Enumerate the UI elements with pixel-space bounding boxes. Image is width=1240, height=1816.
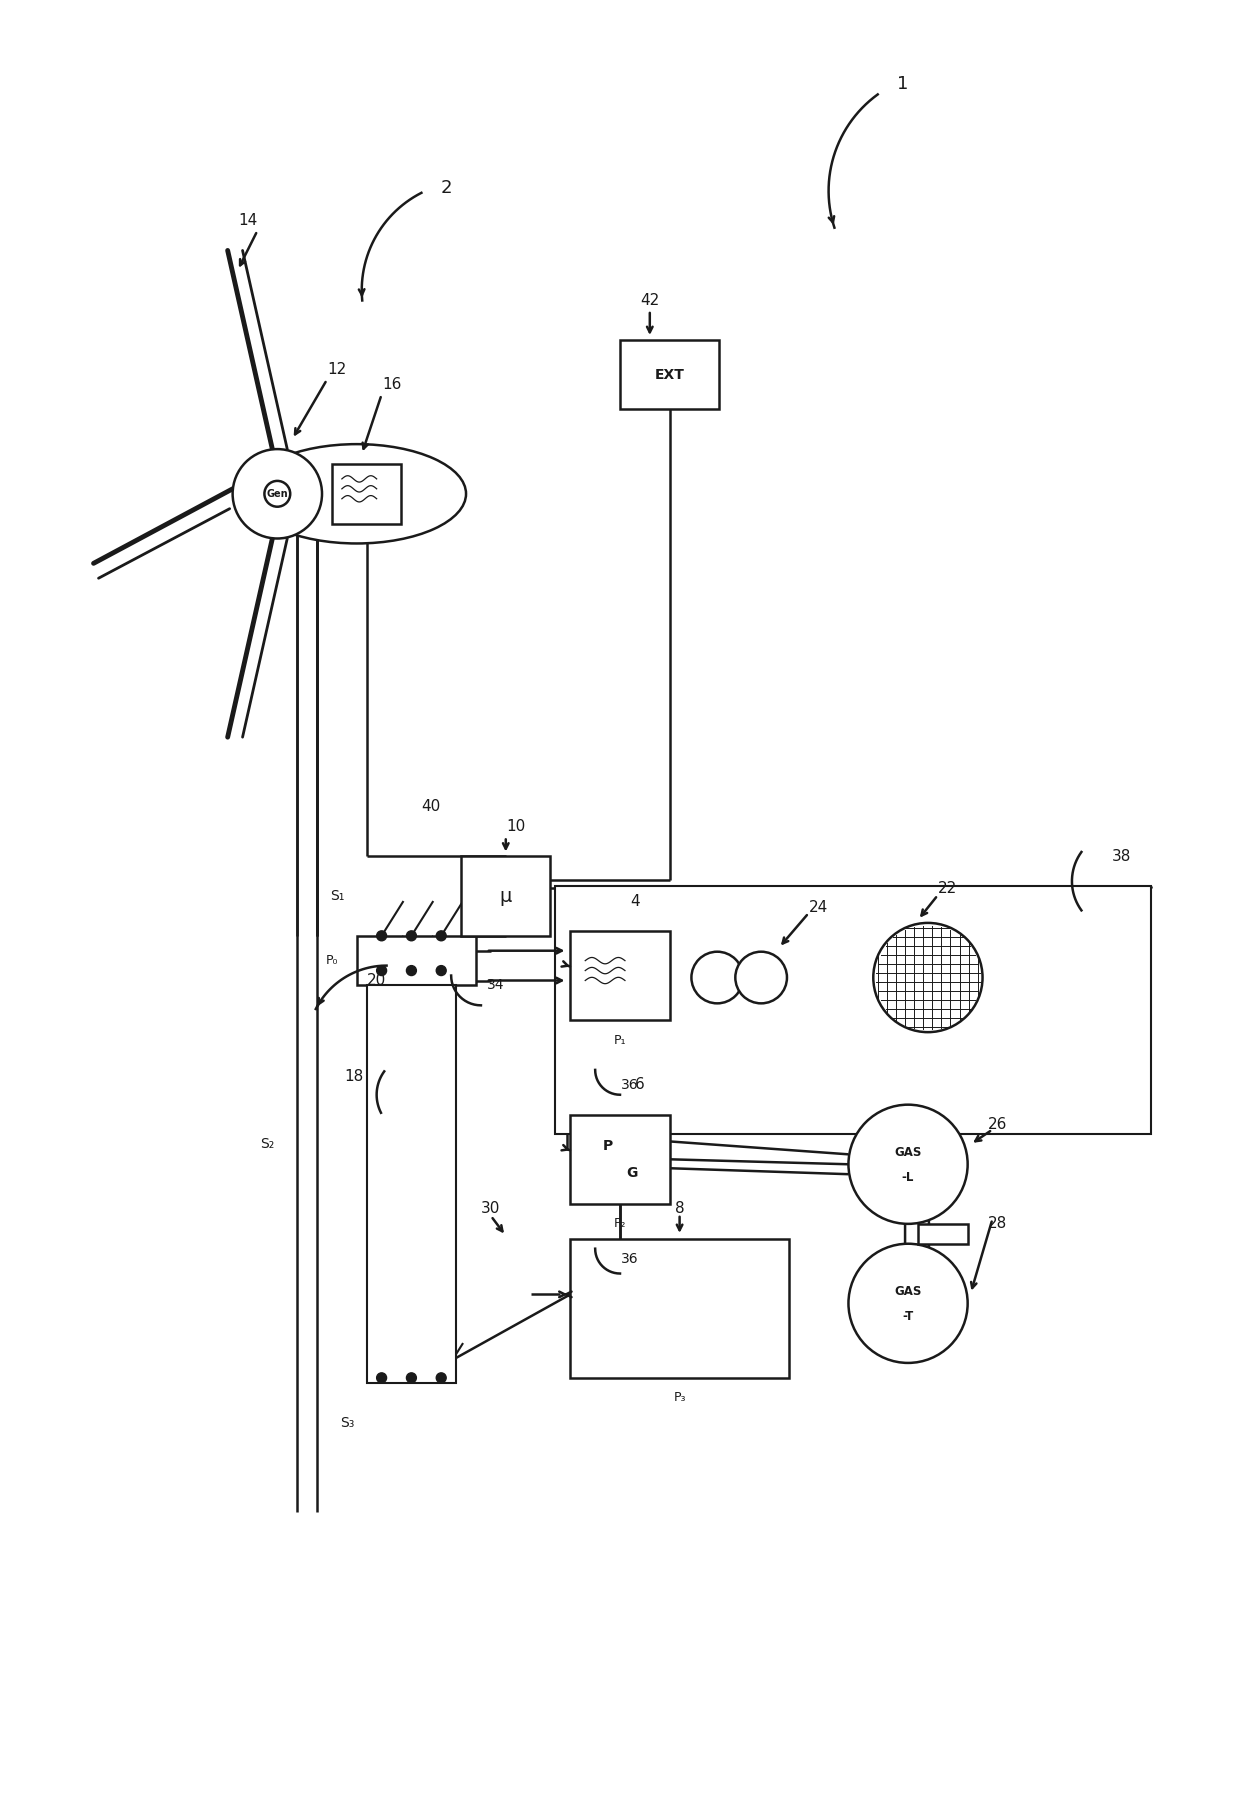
Text: S₂: S₂ <box>260 1137 274 1151</box>
Ellipse shape <box>248 445 466 543</box>
Bar <box>461 857 551 935</box>
Circle shape <box>407 1373 417 1382</box>
Circle shape <box>407 966 417 975</box>
Bar <box>570 932 670 1021</box>
Bar <box>570 1115 670 1204</box>
Circle shape <box>377 966 387 975</box>
Circle shape <box>848 1104 967 1224</box>
Bar <box>918 1224 967 1244</box>
Circle shape <box>436 932 446 941</box>
Circle shape <box>436 1373 446 1382</box>
Circle shape <box>264 481 290 507</box>
Bar <box>556 886 1152 1135</box>
Circle shape <box>735 952 787 1004</box>
Text: μ: μ <box>500 886 512 906</box>
Bar <box>357 935 476 986</box>
Text: 12: 12 <box>327 361 346 378</box>
Circle shape <box>377 932 387 941</box>
Text: Gen: Gen <box>267 489 288 499</box>
Text: 1: 1 <box>897 76 908 93</box>
Text: 38: 38 <box>1112 848 1131 864</box>
Text: -L: -L <box>901 1171 914 1184</box>
Text: P₂: P₂ <box>614 1217 626 1231</box>
Text: 30: 30 <box>481 1202 501 1217</box>
FancyBboxPatch shape <box>905 1144 929 1324</box>
Text: S₁: S₁ <box>330 890 345 903</box>
Text: 18: 18 <box>345 1070 365 1084</box>
Text: P: P <box>603 1139 614 1153</box>
Text: 2: 2 <box>440 178 453 196</box>
Text: 40: 40 <box>422 799 441 814</box>
Text: GAS: GAS <box>894 1286 921 1298</box>
Text: 20: 20 <box>367 973 387 988</box>
Text: S₃: S₃ <box>340 1415 355 1429</box>
Text: 26: 26 <box>988 1117 1007 1131</box>
Bar <box>332 465 402 523</box>
Circle shape <box>436 966 446 975</box>
Circle shape <box>848 1244 967 1364</box>
Text: 16: 16 <box>382 378 402 392</box>
Bar <box>570 1239 789 1378</box>
Circle shape <box>407 932 417 941</box>
Text: 28: 28 <box>988 1217 1007 1231</box>
Text: 36: 36 <box>621 1079 639 1091</box>
Text: 22: 22 <box>939 881 957 895</box>
Text: P₃: P₃ <box>673 1391 686 1404</box>
Text: 36: 36 <box>621 1251 639 1266</box>
Text: 10: 10 <box>506 819 526 834</box>
Text: 34: 34 <box>487 979 505 993</box>
Circle shape <box>873 923 982 1031</box>
Circle shape <box>377 1373 387 1382</box>
Text: P₀: P₀ <box>326 953 339 968</box>
Text: G: G <box>626 1166 637 1180</box>
Bar <box>367 986 456 1382</box>
Circle shape <box>692 952 743 1004</box>
Text: 8: 8 <box>675 1202 684 1217</box>
Text: 42: 42 <box>640 292 660 307</box>
Text: 6: 6 <box>635 1077 645 1091</box>
Text: GAS: GAS <box>894 1146 921 1159</box>
Text: P₁: P₁ <box>614 1033 626 1046</box>
Text: 24: 24 <box>808 901 828 915</box>
Bar <box>620 340 719 409</box>
Circle shape <box>233 449 322 539</box>
Text: 14: 14 <box>238 212 257 229</box>
Text: EXT: EXT <box>655 367 684 381</box>
Text: -T: -T <box>903 1309 914 1322</box>
Text: 4: 4 <box>630 893 640 908</box>
